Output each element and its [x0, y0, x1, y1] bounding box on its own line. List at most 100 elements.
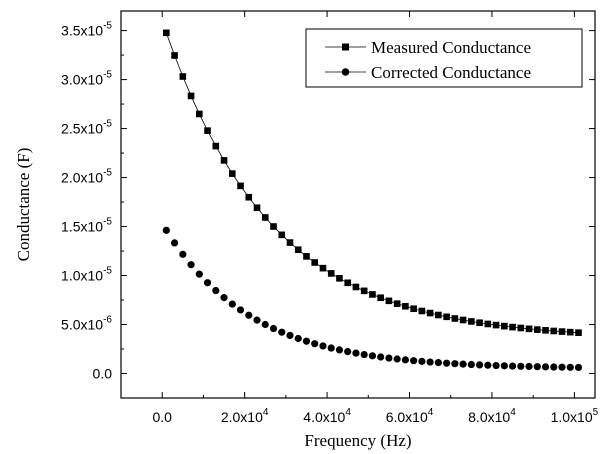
- y-axis-label: Conductance (F): [14, 148, 33, 262]
- data-point: [327, 270, 335, 277]
- data-point: [171, 52, 178, 59]
- data-point: [162, 226, 170, 234]
- data-point: [278, 231, 286, 239]
- data-point: [336, 274, 343, 282]
- data-point: [484, 361, 492, 369]
- data-point: [196, 110, 203, 118]
- data-point: [574, 363, 583, 372]
- y-tick-label: 1.5x10-5: [61, 217, 112, 235]
- data-point: [476, 319, 483, 327]
- data-point: [269, 324, 278, 333]
- data-point: [203, 279, 212, 287]
- data-point: [179, 73, 187, 80]
- plot-area-border: [120, 10, 596, 399]
- data-point: [558, 363, 566, 371]
- data-point: [294, 246, 302, 254]
- y-tick-label: 5.0x10-6: [61, 315, 112, 333]
- data-point: [302, 337, 311, 345]
- series-measured: [163, 29, 582, 336]
- data-point: [377, 353, 385, 361]
- data-point: [352, 283, 360, 291]
- data-point: [360, 350, 368, 359]
- data-point: [212, 286, 220, 295]
- data-point: [484, 320, 492, 328]
- data-point: [402, 302, 409, 310]
- data-point: [401, 356, 409, 364]
- data-point: [575, 329, 582, 336]
- data-point: [566, 363, 574, 371]
- legend: Measured Conductance Corrected Conductanc…: [305, 28, 583, 88]
- data-point: [360, 287, 368, 295]
- data-point: [451, 315, 459, 322]
- x-tick-label: 4.0x104: [303, 407, 351, 425]
- y-tick-label: 2.5x10-5: [61, 119, 112, 137]
- data-point: [368, 352, 377, 360]
- x-tick-label: 6.0x104: [386, 407, 434, 425]
- data-point: [492, 321, 500, 329]
- data-point: [550, 363, 558, 371]
- data-point: [451, 360, 459, 368]
- data-point: [525, 325, 533, 333]
- plot-frame: [120, 10, 596, 399]
- data-point: [319, 342, 327, 350]
- series-corrected: [162, 226, 583, 372]
- data-point: [533, 363, 541, 371]
- data-point: [327, 344, 335, 352]
- data-point: [393, 300, 401, 307]
- data-point: [500, 362, 508, 370]
- data-point: [533, 326, 541, 333]
- x-tick-label: 1.0x105: [551, 407, 599, 425]
- data-point: [228, 300, 236, 308]
- data-point: [344, 279, 351, 287]
- data-point: [204, 127, 211, 134]
- data-point: [558, 328, 566, 335]
- data-point: [294, 334, 302, 343]
- data-point: [443, 313, 450, 321]
- data-point: [311, 259, 319, 266]
- data-point: [541, 363, 550, 371]
- data-point: [550, 327, 558, 335]
- data-point: [187, 261, 195, 269]
- data-point: [508, 362, 517, 370]
- series-layer: [162, 29, 583, 372]
- data-point: [501, 322, 508, 330]
- data-point: [352, 349, 360, 357]
- legend-label: Corrected Conductance: [371, 63, 531, 82]
- data-point: [525, 362, 533, 371]
- x-axis-label: Frequency (Hz): [304, 431, 411, 450]
- data-point: [517, 324, 525, 332]
- data-point: [467, 360, 475, 369]
- data-point: [426, 309, 434, 317]
- data-point: [270, 223, 277, 230]
- data-point: [212, 142, 220, 150]
- y-tick-label: 3.0x10-5: [61, 70, 112, 88]
- data-point: [261, 320, 269, 329]
- data-point: [418, 357, 426, 365]
- data-point: [245, 311, 253, 319]
- data-point: [286, 239, 294, 246]
- data-point: [163, 29, 170, 37]
- data-point: [517, 362, 525, 370]
- data-point: [475, 361, 484, 369]
- x-tick-label: 2.0x104: [221, 407, 269, 425]
- data-point: [237, 182, 244, 190]
- data-point: [278, 328, 286, 336]
- data-point: [253, 316, 261, 324]
- y-tick-label: 3.5x10-5: [61, 21, 112, 39]
- data-point: [369, 291, 376, 298]
- legend-box: [305, 28, 583, 88]
- y-axis-ticks: 0.0 5.0x10-6 1.0x10-5 1.5x10-5 2.0x10-5 2.5x1…: [61, 21, 595, 382]
- data-point: [286, 331, 294, 340]
- data-point: [261, 214, 269, 221]
- data-point: [187, 92, 195, 100]
- legend-entries: Measured Conductance Corrected Conductanc…: [325, 38, 531, 82]
- data-point: [443, 359, 451, 367]
- x-tick-label: 0.0: [152, 409, 172, 425]
- data-point: [344, 347, 352, 356]
- data-point: [426, 358, 434, 366]
- data-point: [236, 306, 245, 314]
- data-point: [253, 204, 261, 212]
- legend-label: Measured Conductance: [371, 38, 531, 57]
- data-point: [435, 311, 442, 319]
- data-point: [459, 316, 467, 324]
